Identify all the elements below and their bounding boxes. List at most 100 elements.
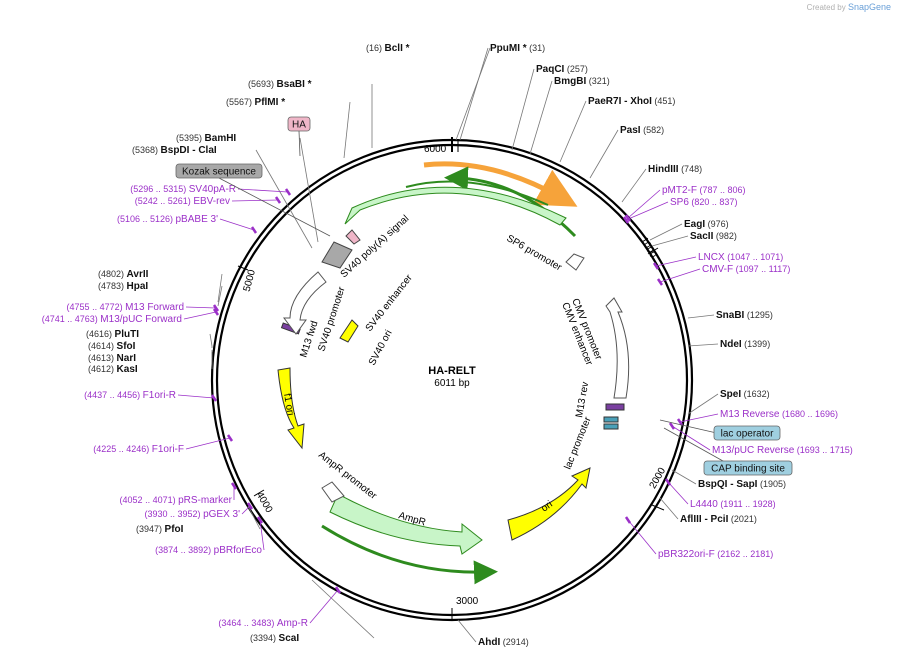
site-label: (5693) BsaBI * [248,79,312,90]
site-position: (5693) [248,79,277,89]
primer-label: LNCX (1047 .. 1071) [698,252,783,263]
site-name: PfoI [165,524,184,535]
site-leader-line [217,273,223,303]
site-name: AvrII [127,269,149,280]
primer-leader-line [237,188,289,193]
site-extra: - ClaI [189,145,216,156]
site-label: (16) BclI * [366,43,410,54]
primer-name: pBABE 3' [176,214,219,225]
primer-mark [212,308,220,316]
cap-site-marker [603,423,619,430]
site-name: BmgBI [554,76,586,87]
site-position: (5567) [226,97,255,107]
site-position: (5395) [176,133,205,143]
site-position: (2021) [728,514,757,524]
green-arc-arrow-top2 [405,180,549,206]
primer-range: (1693 .. 1715) [794,445,853,455]
site-label: AflIII - PciI (2021) [680,514,757,525]
primer-name: SV40pA-R [189,184,236,195]
feature-box [175,163,263,179]
site-name: BspQI [698,479,728,490]
primer-mark [664,478,672,486]
site-position: (4613) [88,353,117,363]
site-position: (451) [652,96,676,106]
site-leader-line [651,235,689,247]
box-leader-line [218,177,331,237]
ampr-arrow [329,493,483,555]
primer-label: L4440 (1911 .. 1928) [690,499,776,510]
site-label: (3947) PfoI [136,524,184,535]
primer-leader-line [177,394,215,399]
primer-mark [624,516,632,524]
m13-rev-marker [605,403,625,411]
box-leader-line [298,130,301,157]
primer-label: (5106 .. 5126) pBABE 3' [117,214,218,225]
label-sv40-polya-signal: SV40 poly(A) signal [339,213,412,280]
ha-box-marker [345,229,361,245]
site-leader-line [649,223,683,241]
site-label: SnaBI (1295) [716,310,773,321]
site-name: SnaBI [716,310,745,321]
primer-label: (3464 .. 3483) Amp-R [218,618,308,629]
site-label: BmgBI (321) [554,76,610,87]
site-label: (4613) NarI [88,353,136,364]
label-f1-ori: f1 ori [281,393,296,417]
site-name: EagI [684,219,705,230]
site-name: HpaI [127,281,149,292]
site-label: SpeI (1632) [720,389,770,400]
site-extra: - XhoI [621,96,652,107]
site-label: (4783) HpaI [98,281,148,292]
primer-name: M13/pUC Forward [100,314,182,325]
sv40-polya-feature-arrow [344,186,567,226]
primer-leader-line [219,218,255,231]
site-label: (4616) PluTI [86,329,139,340]
site-position: (16) [366,43,385,53]
site-leader-line [671,469,697,485]
label-sv40-promoter: SV40 promoter [316,285,347,353]
primer-leader-line [183,311,217,320]
site-extra: - PciI [702,514,729,525]
site-name: SfoI [117,341,136,352]
primer-mark [652,262,660,270]
primer-range: (820 .. 837) [689,197,738,207]
site-name: ScaI [279,633,300,644]
feature-box-label: Kozak sequence [182,167,256,178]
primer-label: M13/pUC Reverse (1693 .. 1715) [712,445,853,456]
site-label: (4614) SfoI [88,341,136,352]
primer-mark [624,214,632,222]
primer-label: SP6 (820 .. 837) [670,197,737,208]
site-position: (321) [586,76,610,86]
primer-name: EBV-rev [193,196,230,207]
site-position: (5368) [132,145,161,155]
primer-label: CMV-F (1097 .. 1117) [702,264,790,275]
site-label: PpuMI * (31) [490,43,545,54]
tick-label-6000: 6000 [424,144,447,155]
site-leader-line [621,168,647,203]
primer-mark [656,278,664,286]
site-leader-line [247,505,261,530]
cmv-promoter-arrow [605,297,630,399]
site-position: (976) [705,219,729,229]
label-lac-promoter: lac promoter [563,415,594,471]
site-name: BsaBI * [277,79,312,90]
primer-range: (4755 .. 4772) [67,302,126,312]
feature-box-label: CAP binding site [711,464,785,475]
primer-range: (3874 .. 3892) [155,545,214,555]
primer-range: (1097 .. 1117) [733,264,790,274]
site-position: (3947) [136,524,165,534]
site-leader-line [659,497,679,520]
primer-name: F1ori-F [152,444,184,455]
primer-leader-line [659,268,701,283]
feature-box [287,116,311,132]
ampr-promoter-arrow [321,481,345,503]
primer-mark [676,418,684,426]
site-leader-line [217,285,223,307]
primer-leader-line [231,199,279,202]
site-name: AflIII [680,514,702,525]
site-label: (5567) PflMI * [226,97,285,108]
site-leader-line [687,314,715,319]
primer-name: pGEX 3' [203,509,240,520]
site-position: (31) [527,43,546,53]
site-position: (748) [679,164,703,174]
site-leader-line [559,100,587,163]
